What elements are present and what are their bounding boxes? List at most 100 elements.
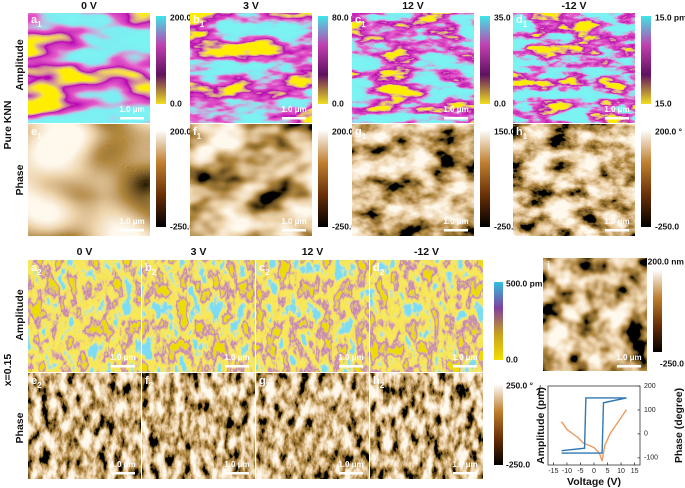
scale-bar — [453, 365, 477, 368]
colorbar-min: -250.0 — [332, 221, 356, 231]
scale-bar — [282, 229, 306, 232]
colorbar-min: -250.0 — [170, 221, 194, 231]
panel-label: j — [536, 384, 542, 396]
panel-label: d2 — [373, 262, 385, 277]
colorbar-max: 200.0 nm — [648, 256, 685, 266]
column-header: -12 V — [561, 0, 586, 12]
scale-bar — [282, 117, 306, 120]
row-label: Phase — [14, 164, 26, 195]
x-tick-label: 0 — [592, 468, 596, 475]
scale-bar-label: 1.0 μm — [119, 105, 144, 114]
panel-label: f1 — [193, 126, 202, 141]
scale-bar — [617, 365, 641, 368]
column-header: -12 V — [414, 246, 439, 258]
scale-bar — [453, 472, 477, 475]
scale-bar — [111, 365, 135, 368]
panel-label: a2 — [31, 262, 42, 277]
data-line — [560, 409, 628, 462]
colorbar-max: 200.0 pm — [170, 12, 207, 22]
scale-bar-label: 1.0 μm — [224, 460, 249, 469]
micrograph — [28, 373, 141, 479]
y2-tick-label: -100 — [644, 455, 658, 462]
colorbar — [480, 16, 490, 104]
scale-bar — [444, 117, 468, 120]
micrograph — [352, 13, 474, 123]
scale-bar-label: 1.0 μm — [281, 217, 306, 226]
scale-bar — [339, 472, 363, 475]
colorbar-min: 15.0 — [655, 98, 672, 108]
colorbar-min: -250.0 — [506, 459, 530, 469]
colorbar-max: 200.0 ° — [170, 126, 198, 136]
panel-label: b1 — [193, 14, 205, 29]
x-axis-label: Voltage (V) — [567, 476, 621, 488]
colorbar — [641, 130, 651, 227]
panel-label: h1 — [516, 126, 528, 141]
scale-bar — [339, 365, 363, 368]
scale-bar — [605, 117, 629, 120]
micrograph — [370, 373, 483, 479]
micrograph — [513, 13, 635, 123]
panel-label: f2 — [145, 375, 154, 390]
scale-bar-label: 1.0 μm — [452, 460, 477, 469]
scale-bar-label: 1.0 μm — [110, 353, 135, 362]
scale-bar-label: 1.0 μm — [224, 353, 249, 362]
scale-bar-label: 1.0 μm — [616, 353, 641, 362]
colorbar-max: 250.0 ° — [506, 380, 534, 390]
panel-label: b2 — [145, 262, 157, 277]
colorbar — [494, 282, 503, 360]
panel-label: e2 — [31, 375, 42, 390]
micrograph — [28, 13, 150, 123]
scale-bar-label: 1.0 μm — [604, 105, 629, 114]
colorbar-min: -250.0 — [494, 221, 518, 231]
panel-label: e1 — [31, 126, 42, 141]
scale-bar-label: 1.0 μm — [110, 460, 135, 469]
colorbar-min: 0.0 — [332, 98, 344, 108]
colorbar-max: 15.0 pm — [655, 12, 685, 22]
row-label: Amplitude — [14, 289, 26, 340]
y2-tick-label: 0 — [644, 431, 648, 438]
micrograph — [256, 260, 369, 372]
y2-tick-label: 100 — [644, 407, 656, 414]
colorbar — [494, 384, 503, 465]
scale-bar — [444, 229, 468, 232]
colorbar — [653, 270, 662, 352]
scale-bar-label: 1.0 μm — [281, 105, 306, 114]
colorbar-max: 80.0 pm — [332, 12, 364, 22]
micrograph — [28, 124, 150, 236]
column-header: 0 V — [81, 0, 97, 12]
micrograph — [256, 373, 369, 479]
data-line — [561, 397, 627, 454]
colorbar-min: 0.0 — [170, 98, 182, 108]
y2-tick-label: 200 — [644, 383, 656, 390]
micrograph — [352, 124, 474, 236]
panel-label: c2 — [259, 262, 270, 277]
scale-bar — [225, 472, 249, 475]
colorbar-min: -250.0 — [660, 358, 684, 368]
colorbar-max: 200.0 ° — [655, 126, 683, 136]
scale-bar — [120, 229, 144, 232]
column-header: 12 V — [302, 246, 324, 258]
row-label: Amplitude — [14, 39, 26, 90]
panel-label: d1 — [516, 14, 528, 29]
colorbar — [480, 130, 490, 227]
micrograph — [190, 124, 312, 236]
panel-label: g2 — [259, 375, 271, 390]
y-axis-label: Amplitude (pm) — [535, 387, 547, 464]
colorbar — [156, 16, 166, 104]
scale-bar-label: 1.0 μm — [338, 353, 363, 362]
scale-bar-label: 1.0 μm — [119, 217, 144, 226]
scale-bar-label: 1.0 μm — [604, 217, 629, 226]
panel-label: g1 — [355, 126, 367, 141]
colorbar-max: 200.0 ° — [332, 126, 360, 136]
scale-bar — [225, 365, 249, 368]
x-tick-label: 15 — [631, 468, 639, 475]
colorbar — [156, 130, 166, 227]
panel-label: h2 — [373, 375, 385, 390]
scale-bar-label: 1.0 μm — [443, 105, 468, 114]
scale-bar — [111, 472, 135, 475]
micrograph — [370, 260, 483, 372]
column-header: 12 V — [402, 0, 424, 12]
column-header: 3 V — [191, 246, 207, 258]
colorbar — [641, 16, 651, 104]
